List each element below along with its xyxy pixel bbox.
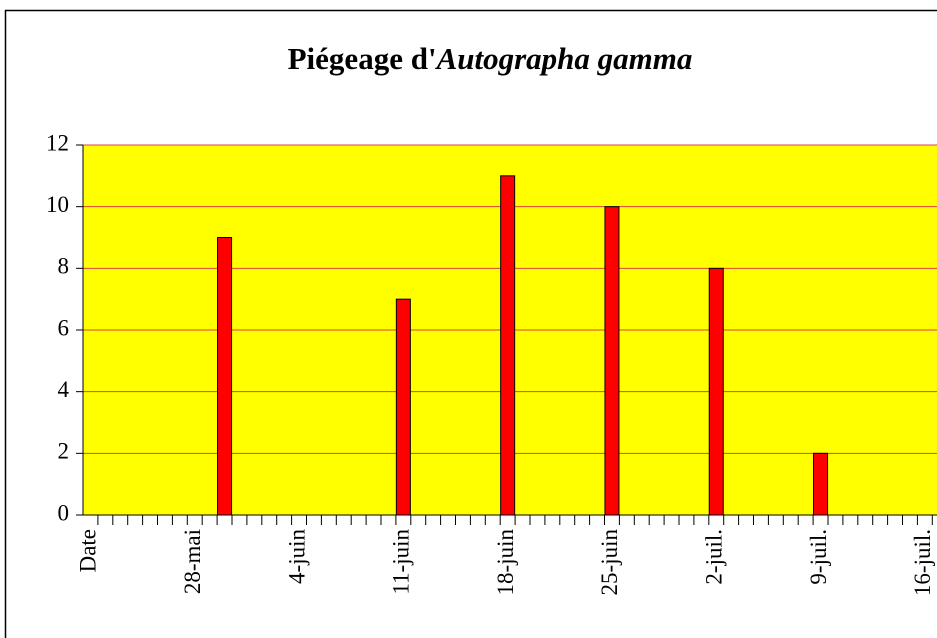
y-tick-label: 8 bbox=[58, 254, 70, 279]
x-tick-label: 4-juin bbox=[284, 529, 309, 584]
bar bbox=[813, 452, 829, 516]
y-tick-label: 4 bbox=[58, 377, 70, 402]
chart-title: Piégeage d'Autographa gamma bbox=[288, 41, 693, 76]
bar bbox=[708, 267, 724, 516]
x-tick-label: 18-juin bbox=[493, 529, 518, 596]
bar bbox=[500, 175, 516, 516]
y-tick-label: 2 bbox=[58, 439, 70, 464]
y-tick-label: 0 bbox=[58, 500, 70, 525]
title-part: Piégeage d' bbox=[288, 41, 437, 76]
x-tick-label: Date bbox=[76, 529, 101, 572]
bar bbox=[217, 237, 233, 516]
x-tick-label: 9-juil. bbox=[806, 529, 831, 585]
bar bbox=[395, 298, 411, 516]
title-part: Autographa gamma bbox=[435, 41, 693, 76]
y-tick-label: 12 bbox=[46, 130, 69, 155]
x-tick-label: 2-juil. bbox=[702, 529, 727, 585]
x-tick-label: 16-juil. bbox=[910, 529, 935, 596]
y-tick-label: 10 bbox=[46, 192, 69, 217]
x-tick-label: 11-juin bbox=[389, 529, 414, 595]
x-tick-label: 28-mai bbox=[180, 529, 205, 594]
x-tick-label: 25-juin bbox=[597, 529, 622, 596]
bar bbox=[604, 206, 620, 516]
y-tick-label: 6 bbox=[58, 315, 70, 340]
